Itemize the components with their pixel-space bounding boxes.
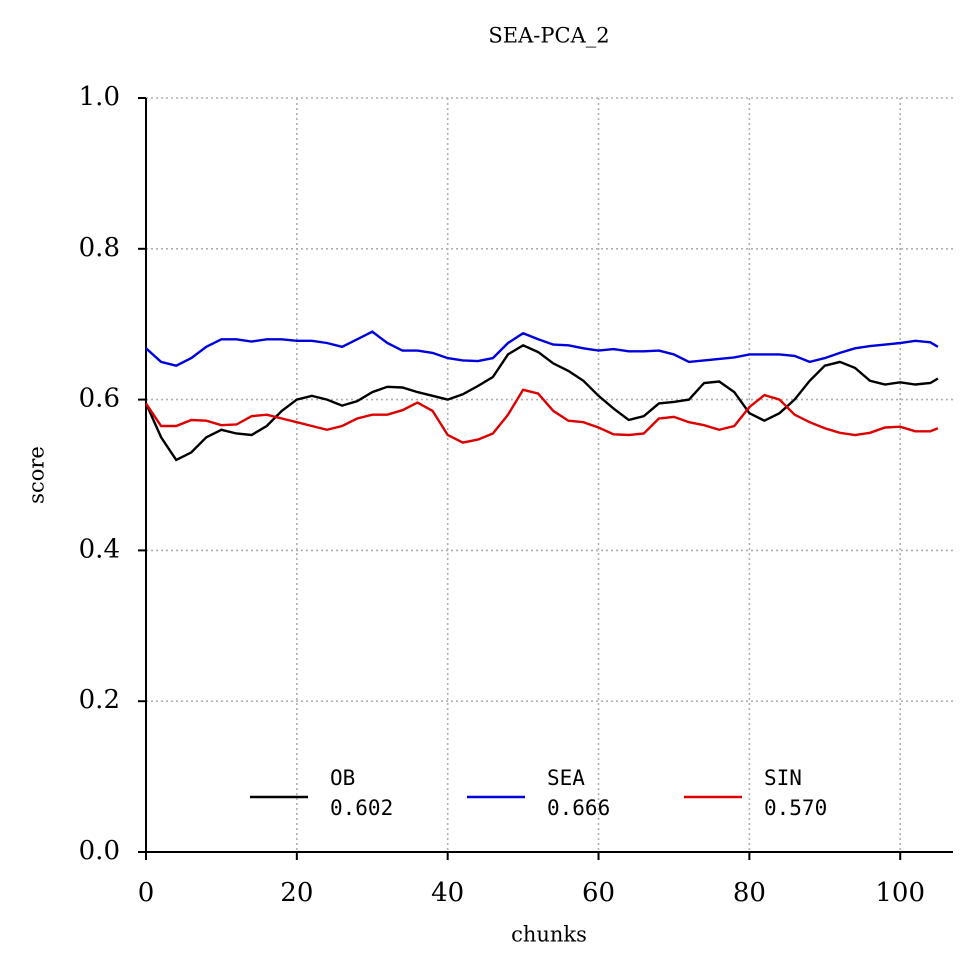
- y-tick-label: 0.4: [79, 534, 120, 564]
- legend-mean: 0.570: [764, 796, 827, 820]
- legend-label: SEA: [547, 766, 585, 790]
- legend-mean: 0.602: [330, 796, 393, 820]
- y-tick-label: 0.0: [79, 836, 120, 866]
- y-tick-label: 0.2: [79, 685, 120, 715]
- x-tick-label: 60: [582, 878, 615, 908]
- series-line: [145, 388, 939, 444]
- y-tick-label: 0.8: [79, 233, 120, 263]
- legend-label: OB: [330, 766, 355, 790]
- y-axis-label: score: [25, 446, 49, 504]
- series-line: [144, 343, 939, 462]
- x-tick-label: 40: [431, 878, 464, 908]
- x-axis-label: chunks: [511, 923, 587, 947]
- legend-mean: 0.666: [547, 796, 610, 820]
- series-line: [145, 330, 939, 367]
- y-tick-label: 1.0: [79, 82, 120, 112]
- chart-title: SEA-PCA_2: [488, 24, 609, 48]
- x-tick-label: 20: [280, 878, 313, 908]
- x-tick-label: 80: [733, 878, 766, 908]
- legend-label: SIN: [764, 766, 802, 790]
- y-tick-label: 0.6: [79, 384, 120, 414]
- x-tick-label: 100: [875, 878, 925, 908]
- x-tick-label: 0: [138, 878, 155, 908]
